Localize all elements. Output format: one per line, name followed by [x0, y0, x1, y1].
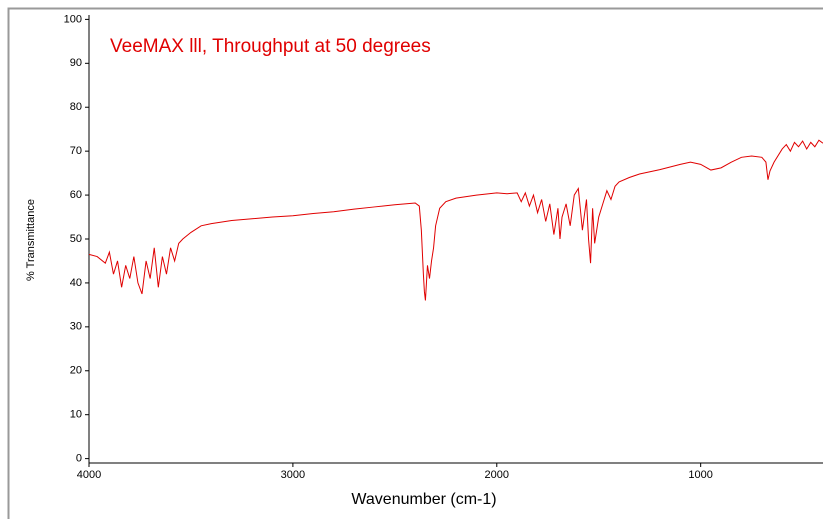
y-tick-label: 0: [76, 453, 82, 465]
y-tick-label: 100: [64, 13, 82, 25]
y-tick-label: 20: [70, 365, 82, 377]
spectrum-line: [88, 139, 823, 301]
y-tick-label: 10: [70, 409, 82, 421]
y-tick-label: 90: [70, 57, 82, 69]
y-tick-label: 40: [70, 277, 82, 289]
x-tick-label: 3000: [281, 469, 305, 481]
y-tick-label: 60: [70, 189, 82, 201]
chart-title: VeeMAX lll, Throughput at 50 degrees: [110, 36, 431, 57]
x-axis-label: Wavenumber (cm-1): [351, 491, 496, 508]
x-tick-label: 2000: [485, 469, 509, 481]
y-tick-label: 80: [70, 101, 82, 113]
y-tick-label: 30: [70, 321, 82, 333]
y-tick-label: 50: [70, 233, 82, 245]
x-tick-label: 4000: [77, 469, 101, 481]
y-tick-label: 70: [70, 145, 82, 157]
frame: [7, 7, 823, 519]
x-tick-label: 1000: [688, 469, 712, 481]
y-axis-label: % Transmittance: [25, 199, 37, 281]
